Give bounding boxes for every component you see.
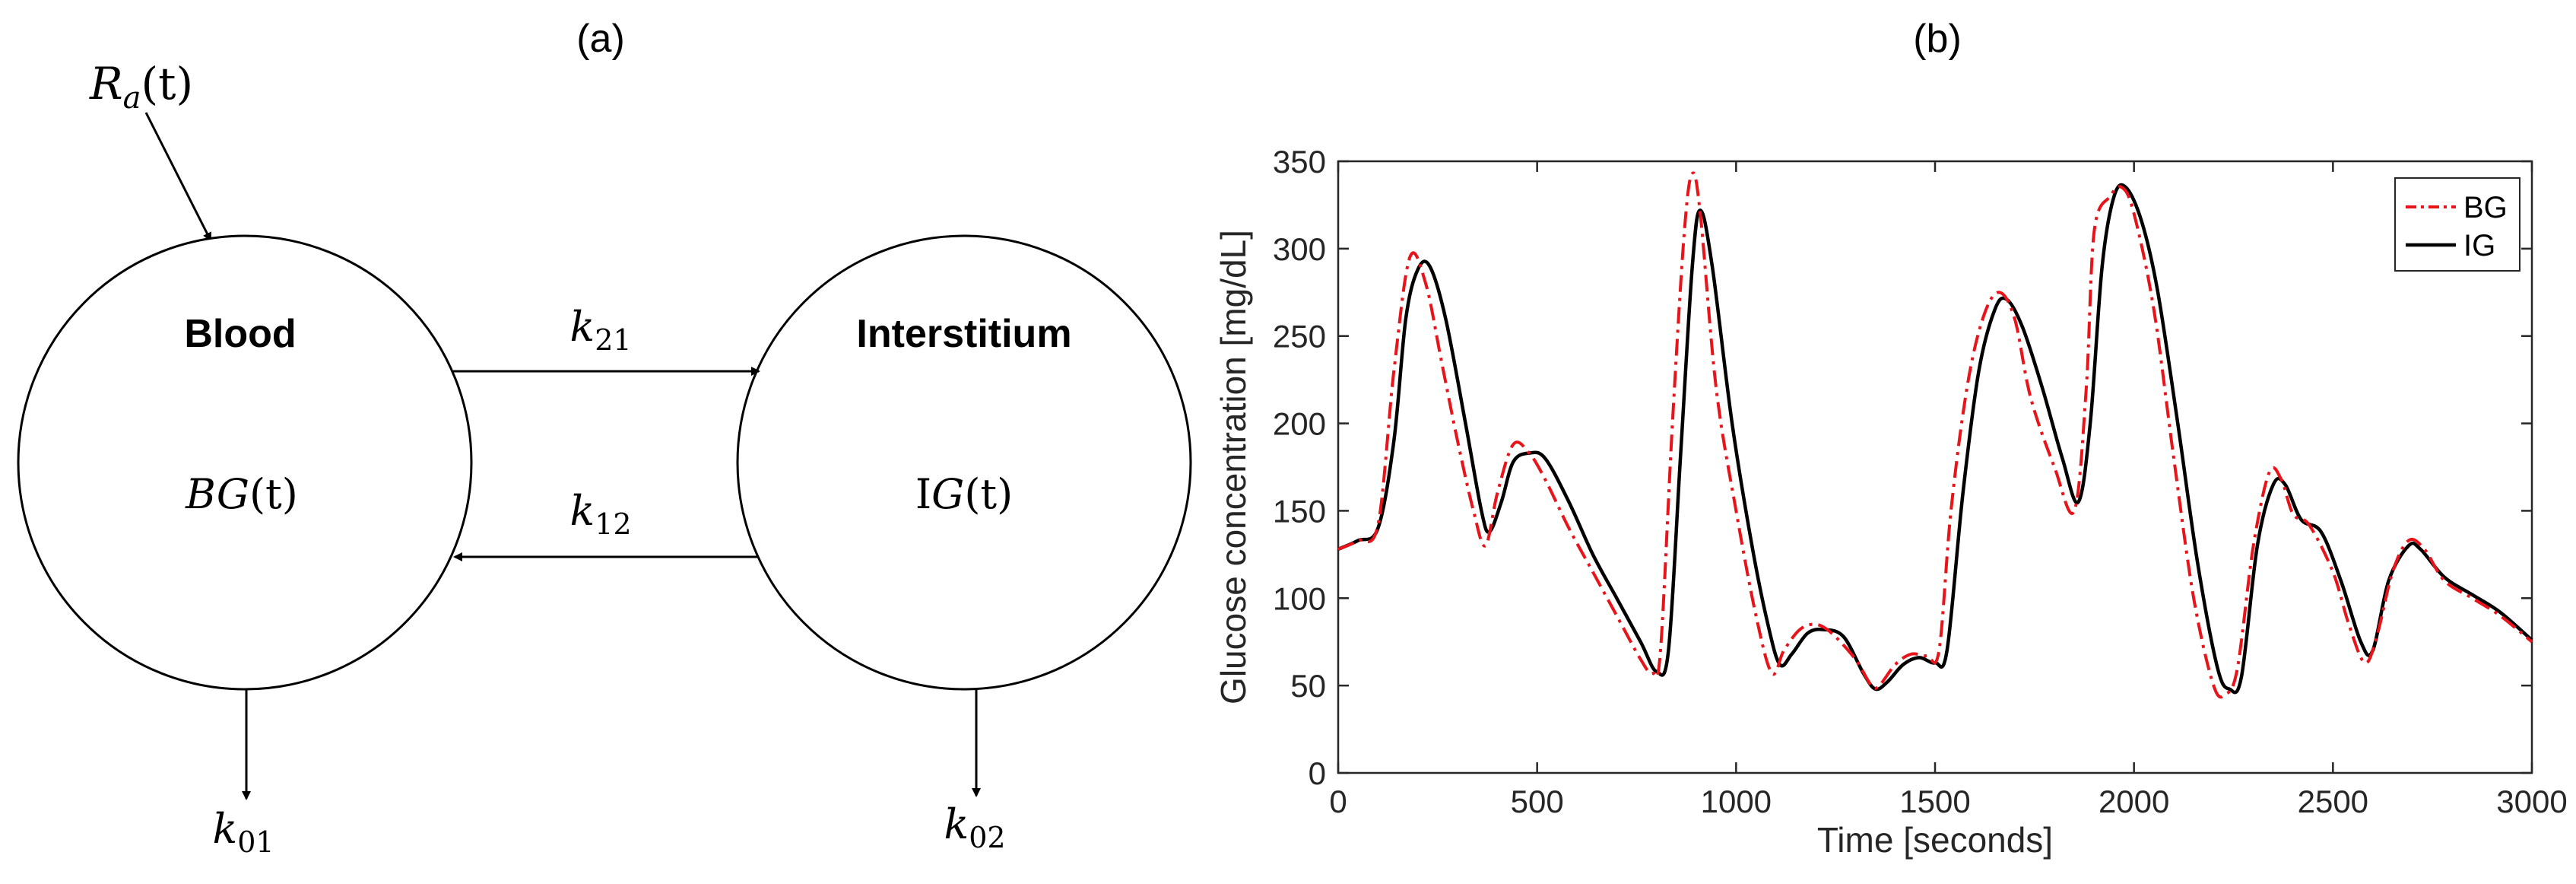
panel-b: (b) 0 500 1000 1500 2000 2500 3000 0 50 100 150 200… xyxy=(1213,17,2568,860)
y-tick-label: 150 xyxy=(1273,493,1326,529)
legend-box xyxy=(2394,177,2520,272)
x-tick-label: 0 xyxy=(1329,784,1347,819)
panel-a: (a) Ra(t) Blood BG(t) Interstitium IG(t)… xyxy=(17,17,1192,859)
y-tick-label: 200 xyxy=(1273,406,1326,442)
input-arrow xyxy=(144,112,212,242)
x-tick-label: 1500 xyxy=(1899,784,1970,819)
interstitium-variable: IG(t) xyxy=(915,470,1013,518)
x-tick-label: 2000 xyxy=(2099,784,2169,819)
k02-label: k02 xyxy=(944,800,1005,854)
legend-label-ig: IG xyxy=(2463,229,2495,262)
x-tick-label: 1000 xyxy=(1701,784,1772,819)
y-tick-label: 250 xyxy=(1273,319,1326,355)
k12-label: k12 xyxy=(569,487,631,541)
blood-title: Blood xyxy=(184,312,296,356)
panel-b-label: (b) xyxy=(1913,17,1962,61)
y-tick-label: 50 xyxy=(1290,668,1326,704)
blood-compartment xyxy=(17,234,473,691)
legend: BG IG xyxy=(2394,177,2520,272)
x-tick-label: 2500 xyxy=(2298,784,2368,819)
x-tick-label: 500 xyxy=(1511,784,1564,819)
y-tick-label: 100 xyxy=(1273,580,1326,616)
plot-area: 0 500 1000 1500 2000 2500 3000 0 50 100 150 200 250 3… xyxy=(1273,144,2568,819)
interstitium-compartment xyxy=(736,234,1192,691)
k21-label: k21 xyxy=(569,303,631,357)
y-tick-label: 350 xyxy=(1273,144,1326,180)
panel-a-label: (a) xyxy=(576,17,625,61)
plot-frame xyxy=(1337,160,2533,774)
input-rate-label: Ra(t) xyxy=(89,58,193,116)
y-axis-label: Glucose concentration [mg/dL] xyxy=(1213,230,1253,704)
y-tick-label: 300 xyxy=(1273,231,1326,267)
series-layer xyxy=(1337,171,2533,699)
interstitium-title: Interstitium xyxy=(856,312,1071,356)
series-line-ig xyxy=(1337,183,2533,695)
axis-ticks: 0 500 1000 1500 2000 2500 3000 0 50 100 150 200 250 3… xyxy=(1273,144,2568,819)
x-axis-label: Time [seconds] xyxy=(1817,820,2053,860)
k01-label: k01 xyxy=(212,805,274,859)
y-tick-label: 0 xyxy=(1309,755,1326,791)
x-tick-label: 3000 xyxy=(2496,784,2567,819)
blood-variable: BG(t) xyxy=(185,470,298,518)
series-line-bg xyxy=(1337,171,2533,699)
legend-label-bg: BG xyxy=(2463,191,2508,224)
